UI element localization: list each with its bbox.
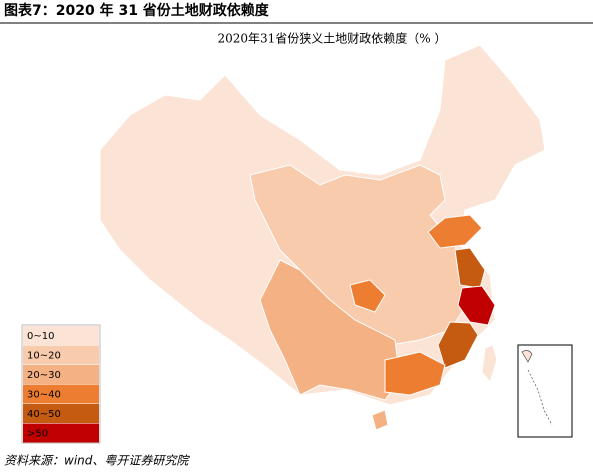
legend-swatch [23, 384, 99, 404]
island [481, 344, 498, 384]
legend-swatch [23, 404, 99, 423]
province [437, 321, 479, 369]
legend-swatch [23, 365, 99, 384]
province [384, 351, 446, 396]
province [371, 409, 389, 431]
legend-label: 20~30 [27, 370, 61, 381]
province [259, 259, 401, 401]
legend-label: >50 [27, 429, 48, 440]
legend-swatch [23, 326, 99, 345]
legend-label: 0~10 [27, 331, 54, 342]
province [454, 247, 486, 289]
legend-label: 30~40 [27, 390, 61, 401]
legend-label: 40~50 [27, 409, 61, 420]
province [457, 285, 496, 326]
province [427, 214, 483, 249]
inset-shape [521, 350, 533, 363]
map-title: 2020年31省份狭义土地财政依赖度（% ） [217, 31, 446, 46]
legend: 0~10 10~20 20~30 30~40 40~50 >50 [21, 324, 101, 444]
page-title: 图表7：2020 年 31 省份土地财政依赖度 [4, 2, 270, 19]
inset-line [527, 369, 553, 426]
legend-swatch [23, 345, 99, 365]
map [99, 44, 573, 438]
legend-label: 10~20 [27, 351, 61, 362]
province [349, 279, 386, 313]
source-note: 资料来源：wind、粤开证券研究院 [4, 454, 190, 468]
legend-swatch [23, 423, 99, 443]
